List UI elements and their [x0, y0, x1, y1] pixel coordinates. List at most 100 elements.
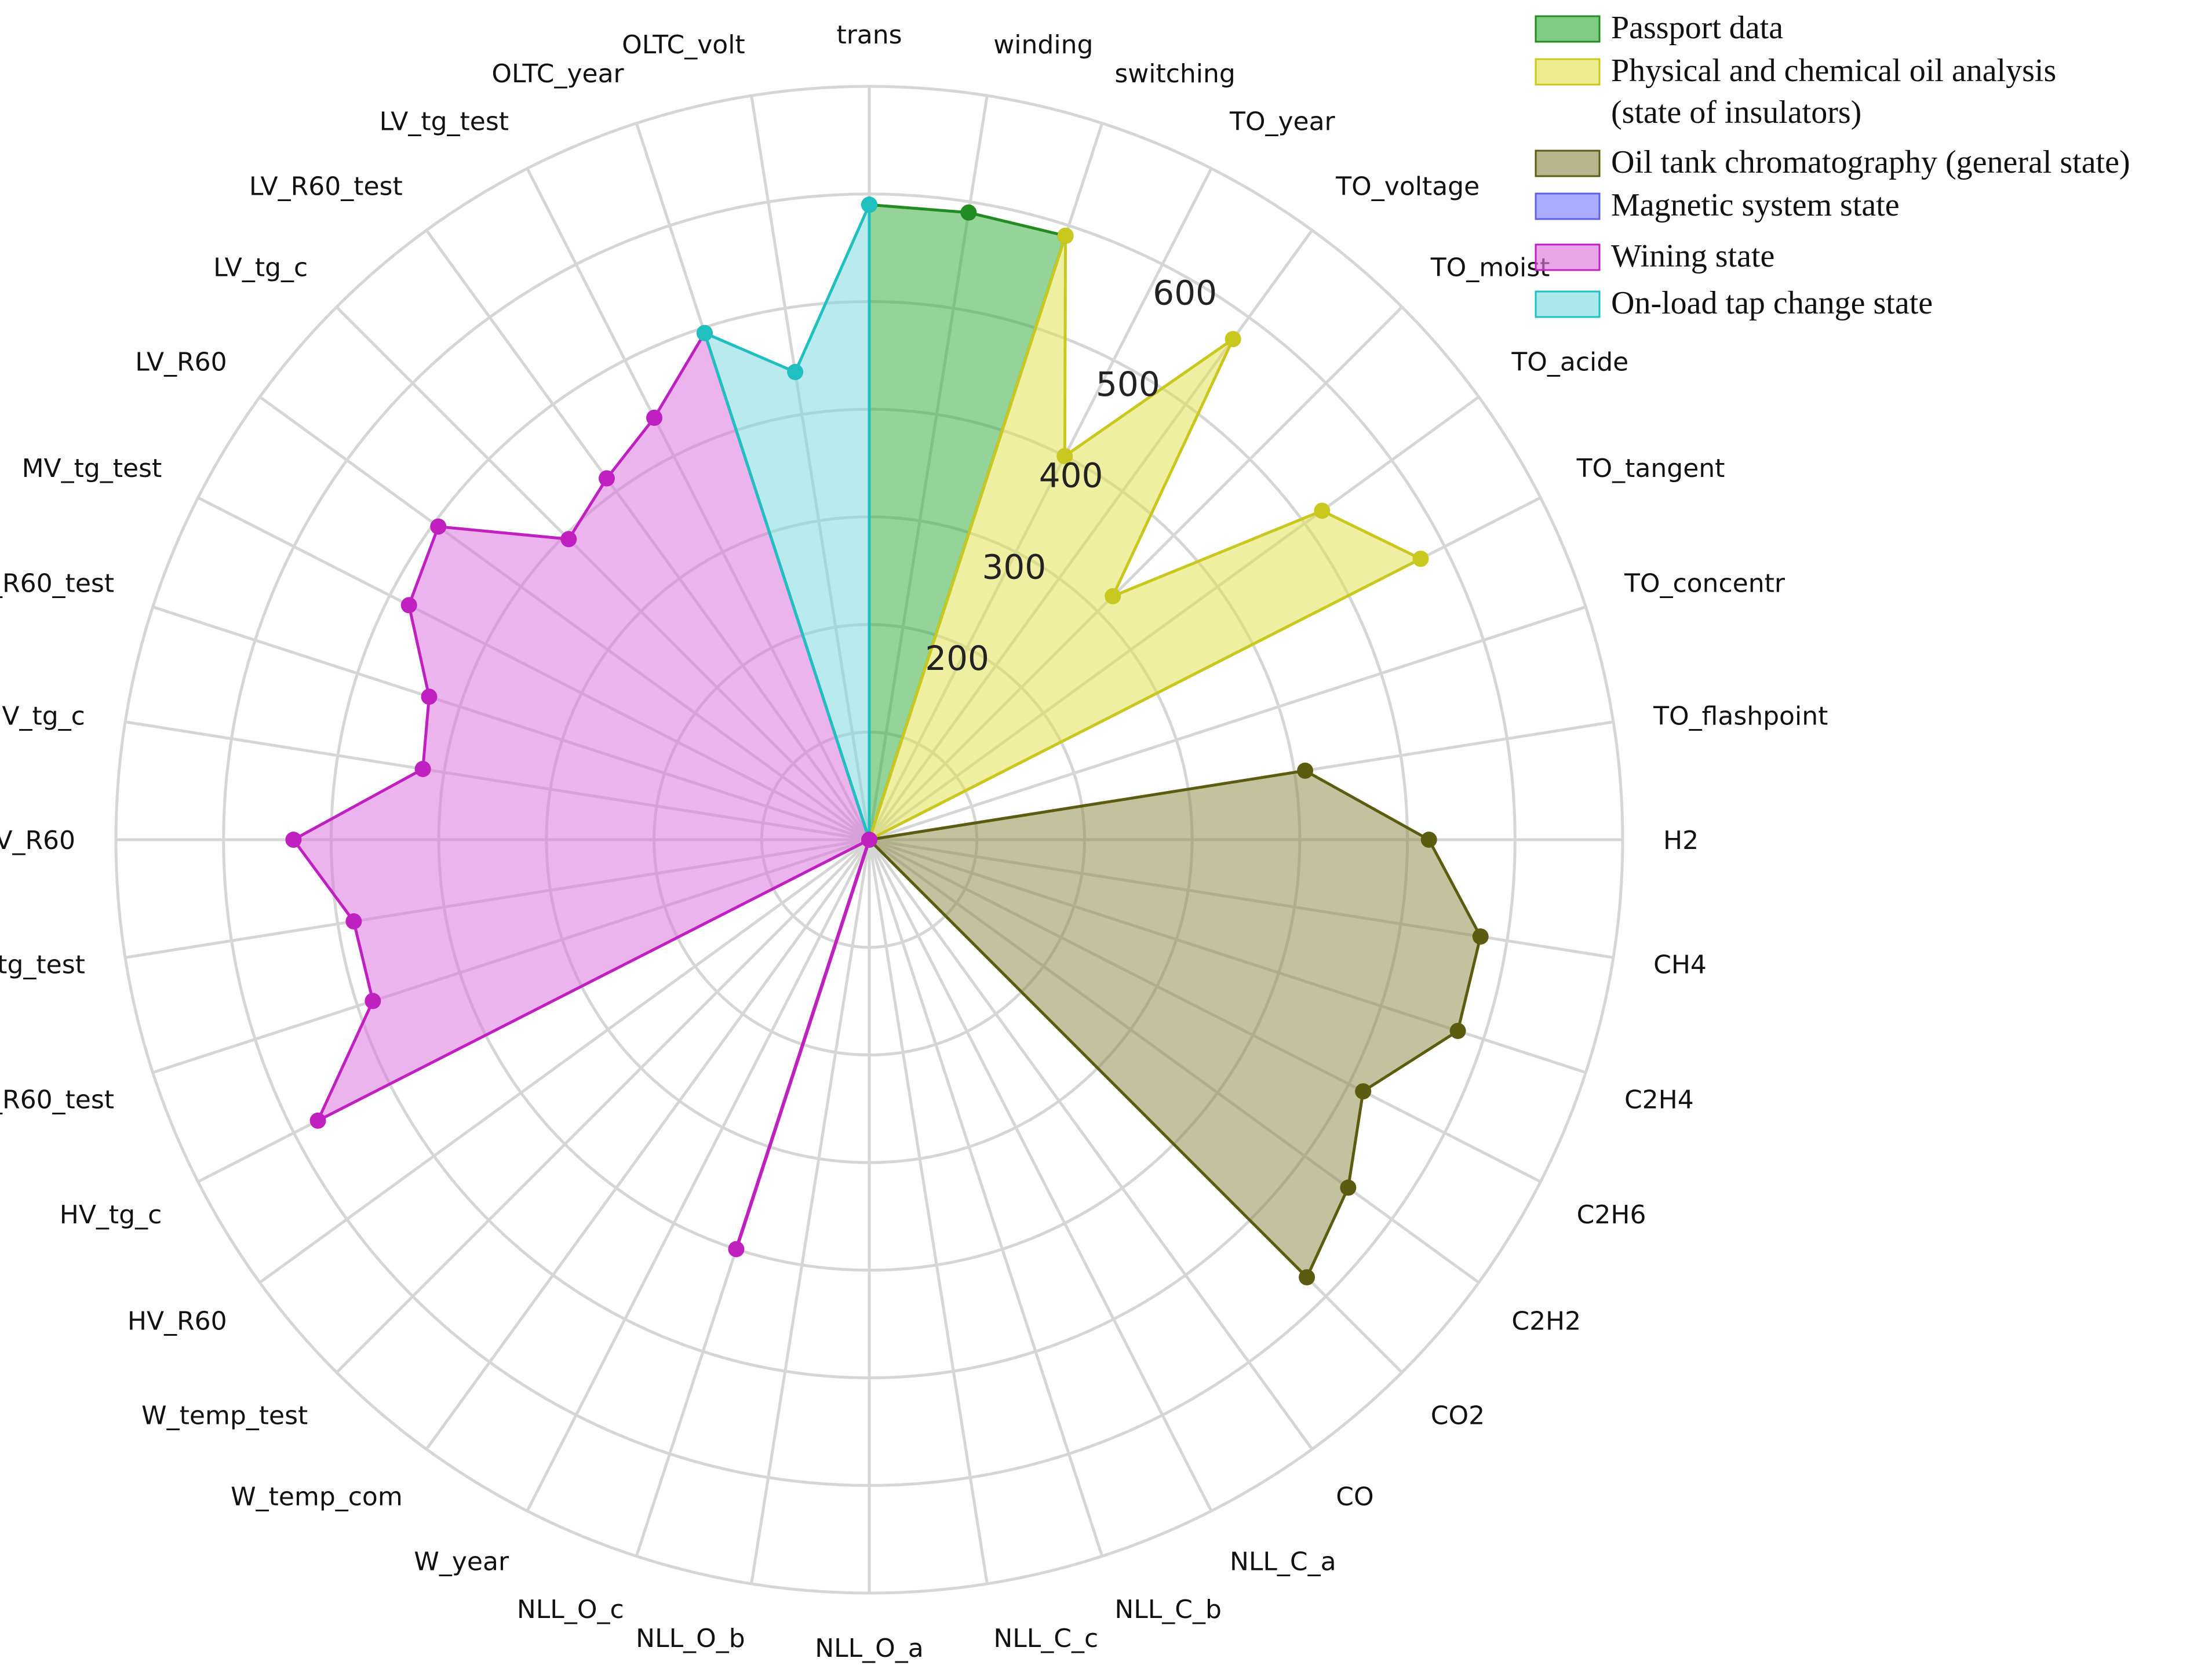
axis-label-NLL_C_c: NLL_C_c	[993, 1624, 1098, 1653]
axis-label-MV_R60: MV_R60	[0, 826, 75, 855]
legend-label-wining-state: Wining state	[1611, 238, 1774, 274]
tick-label-300: 300	[982, 547, 1046, 586]
spoke-W_temp_test	[335, 839, 870, 1374]
spoke-W_temp_com	[425, 839, 871, 1451]
axis-label-LV_tg_c: LV_tg_c	[213, 253, 308, 282]
marker-oil-tank-chromatography-general-state-C2H6	[1355, 1083, 1372, 1100]
tick-label-400: 400	[1039, 456, 1103, 495]
axis-label-TO_flashpoint: TO_flashpoint	[1653, 702, 1828, 731]
legend: Passport data Physical and chemical oil a…	[1535, 10, 2130, 321]
marker-passport-data-winding	[960, 204, 977, 221]
marker-physical-and-chemical-oil-analysis-state-of-insulators-switching	[1057, 227, 1074, 244]
marker-wining-state-MV_tg_c	[414, 760, 431, 777]
marker-wining-state-LV_tg_c	[560, 531, 577, 548]
axis-label-H2: H2	[1663, 826, 1699, 855]
spoke-NLL_O_b	[750, 839, 871, 1584]
axis-label-HV_tg_c: HV_tg_c	[60, 1200, 162, 1230]
axis-labels: trans winding switching TO_year TO_voltage TO…	[0, 20, 1828, 1663]
series-line-wining-nll-o-c	[734, 839, 871, 1250]
marker-oil-tank-chromatography-general-state-TO_flashpoint	[1297, 762, 1314, 779]
spoke-W_year	[526, 839, 871, 1512]
marker-on-load-tap-change-state-OLTC_year	[696, 325, 713, 341]
series-area-physical-and-chemical-oil-analysis-state-of-insulators	[868, 234, 1422, 841]
spoke-TO_concentr	[869, 605, 1587, 841]
spoke-NLL_C_a	[868, 839, 1213, 1512]
legend-label-magnetic-system-state: Magnetic system state	[1611, 187, 1900, 223]
legend-swatch-physical-and-chemical-oil-analysis-state-of-insulators	[1535, 58, 1601, 86]
marker-wining-state-LV_R60	[430, 518, 447, 535]
axis-label-TO_moist: TO_moist	[1430, 253, 1550, 282]
legend-swatch-on-load-tap-change-state	[1535, 290, 1601, 318]
axis-label-C2H6: C2H6	[1577, 1200, 1646, 1230]
marker-wining-state-NLL_O_c	[728, 1241, 745, 1258]
axis-label-HV_R60: HV_R60	[127, 1306, 227, 1336]
spoke-CO	[868, 839, 1314, 1451]
axis-label-NLL_O_b: NLL_O_b	[636, 1624, 745, 1653]
marker-oil-tank-chromatography-general-state-C2H2	[1340, 1179, 1357, 1196]
axis-label-LV_tg_test: LV_tg_test	[380, 107, 509, 136]
axis-label-OLTC_year: OLTC_year	[491, 59, 624, 89]
series-fills	[291, 203, 1482, 1279]
marker-physical-and-chemical-oil-analysis-state-of-insulators-TO_moist	[1105, 588, 1121, 604]
axis-label-W_temp_com: W_temp_com	[231, 1482, 403, 1511]
legend-swatch-oil-tank-chromatography-general-state	[1535, 150, 1601, 177]
marker-oil-tank-chromatography-general-state-H2	[1420, 832, 1437, 848]
axis-label-TO_acide: TO_acide	[1511, 348, 1628, 377]
marker-wining-state-MV_tg_test	[400, 597, 417, 614]
tick-label-500: 500	[1096, 365, 1160, 404]
axis-label-W_temp_test: W_temp_test	[141, 1401, 308, 1431]
marker-physical-and-chemical-oil-analysis-state-of-insulators-TO_year	[1056, 448, 1073, 465]
axis-label-LV_R60_test: LV_R60_test	[249, 172, 403, 202]
legend-label-oil-tank-chromatography-general-state: Oil tank chromatography (general state)	[1611, 144, 2130, 180]
legend-label-passport-data: Passport data	[1611, 10, 1783, 46]
axis-label-winding: winding	[993, 30, 1093, 60]
marker-oil-tank-chromatography-general-state-CH4	[1472, 928, 1489, 945]
spoke-HV_R60	[258, 838, 870, 1284]
marker-oil-tank-chromatography-general-state-C2H4	[1449, 1022, 1466, 1039]
axis-label-HV_tg_test: HV_tg_test	[0, 950, 85, 979]
marker-wining-state-MV_R60	[285, 832, 302, 848]
axis-label-TO_tangent: TO_tangent	[1576, 454, 1725, 483]
axis-label-C2H4: C2H4	[1624, 1085, 1694, 1114]
marker-on-load-tap-change-state-trans	[861, 196, 877, 213]
marker-physical-and-chemical-oil-analysis-state-of-insulators-TO_acide	[1314, 502, 1331, 519]
tick-label-600: 600	[1153, 274, 1217, 313]
spoke-NLL_C_c	[868, 839, 989, 1584]
marker-wining-state-HV_R60_test	[365, 993, 381, 1010]
axis-label-CO: CO	[1336, 1482, 1373, 1511]
legend-swatch-passport-data	[1535, 15, 1601, 43]
legend-swatch-magnetic-system-state	[1535, 192, 1601, 220]
radial-tick-labels: 200 300 400 500 600	[925, 274, 1217, 678]
axis-label-trans: trans	[836, 20, 902, 50]
axis-label-TO_year: TO_year	[1229, 107, 1336, 136]
spoke-NLL_C_b	[868, 839, 1104, 1557]
series-markers	[285, 196, 1489, 1286]
axis-label-C2H2: C2H2	[1511, 1306, 1581, 1336]
axis-label-switching: switching	[1114, 59, 1236, 89]
tick-label-200: 200	[925, 639, 989, 678]
marker-oil-tank-chromatography-general-state-CO2	[1299, 1269, 1316, 1286]
marker-center	[861, 832, 877, 848]
axis-label-NLL_O_c: NLL_O_c	[517, 1595, 624, 1624]
axis-label-MV_tg_test: MV_tg_test	[22, 454, 162, 483]
axis-label-TO_voltage: TO_voltage	[1335, 172, 1480, 202]
marker-on-load-tap-change-state-OLTC_volt	[787, 363, 804, 380]
axis-label-CO2: CO2	[1431, 1401, 1485, 1431]
marker-wining-state-HV_tg_c	[309, 1112, 326, 1129]
marker-wining-state-LV_R60_test	[598, 470, 615, 487]
axis-label-HV_R60_test: HV_R60_test	[0, 1085, 114, 1114]
axis-label-MV_R60_test: MV_R60_test	[0, 569, 114, 599]
axis-label-NLL_O_a: NLL_O_a	[815, 1634, 924, 1663]
legend-label-physical-and-chemical-oil-analysis-state-of-insulators: Physical and chemical oil analysis (state…	[1611, 53, 2056, 130]
axis-label-CH4: CH4	[1653, 950, 1707, 979]
marker-wining-state-LV_tg_test	[646, 409, 663, 426]
marker-wining-state-MV_R60_test	[421, 688, 438, 705]
axis-label-OLTC_volt: OLTC_volt	[622, 30, 745, 60]
legend-label-on-load-tap-change-state: On-load tap change state	[1611, 285, 1933, 321]
series-area-oil-tank-chromatography-general-state	[868, 769, 1482, 1279]
axis-label-NLL_C_b: NLL_C_b	[1114, 1595, 1222, 1624]
marker-wining-state-HV_tg_test	[345, 913, 362, 930]
axis-label-NLL_C_a: NLL_C_a	[1230, 1547, 1336, 1577]
